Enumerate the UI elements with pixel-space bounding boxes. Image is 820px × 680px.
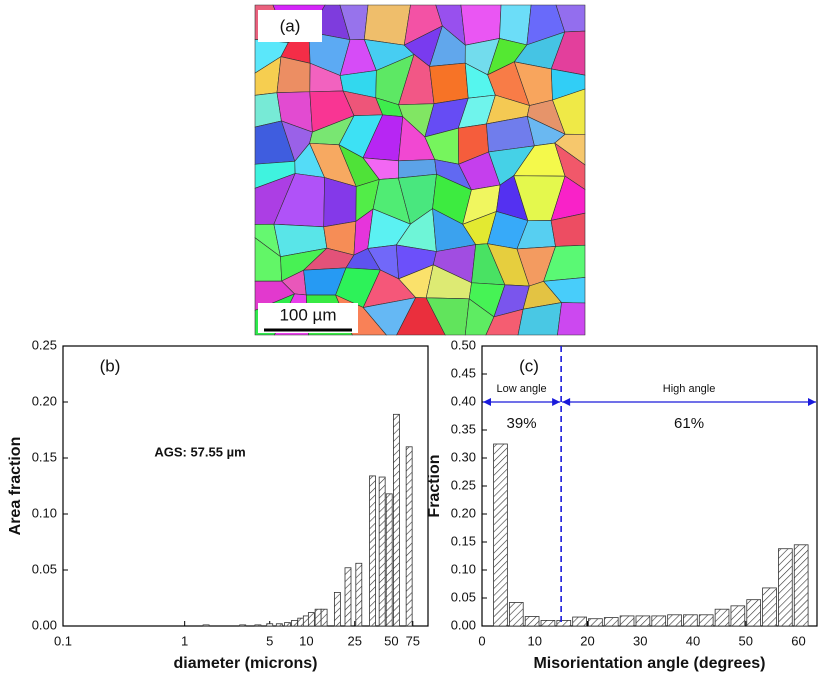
bar xyxy=(730,605,746,627)
y-axis-title: Area fraction xyxy=(7,437,24,536)
annotation: AGS: 57.55 µm xyxy=(154,444,245,459)
arrow-head xyxy=(483,398,491,406)
bar xyxy=(385,493,393,627)
bar xyxy=(275,623,283,627)
bar xyxy=(603,617,619,627)
grain xyxy=(557,302,586,336)
bar xyxy=(254,624,262,627)
panel-label: (c) xyxy=(519,356,539,375)
y-tick-label: 0.10 xyxy=(451,561,476,576)
x-tick-label: 1 xyxy=(181,633,188,648)
low-pct: 39% xyxy=(507,415,537,432)
y-tick-label: 0.10 xyxy=(32,505,57,520)
x-tick-label: 30 xyxy=(633,633,647,648)
arrow-head xyxy=(808,398,816,406)
bar xyxy=(667,614,682,627)
x-axis-title: diameter (microns) xyxy=(173,655,317,672)
x-tick-label: 20 xyxy=(580,633,594,648)
bar xyxy=(314,608,322,627)
panel-label: (a) xyxy=(280,16,301,35)
grain xyxy=(429,62,469,105)
ebsd-map xyxy=(254,4,586,336)
y-tick-label: 0.45 xyxy=(451,365,476,380)
high-pct: 61% xyxy=(674,415,704,432)
y-tick-label: 0.15 xyxy=(451,533,476,548)
bar xyxy=(651,615,667,627)
bar xyxy=(793,544,809,627)
panel-label: (b) xyxy=(100,356,121,375)
label-box xyxy=(258,10,322,42)
bar xyxy=(266,623,274,627)
scale-box xyxy=(258,303,358,333)
bar xyxy=(508,602,524,627)
x-axis-title: Misorientation angle (degrees) xyxy=(533,655,765,672)
bar xyxy=(405,446,413,627)
bar xyxy=(572,616,587,627)
x-tick-label: 25 xyxy=(348,633,362,648)
bar xyxy=(284,622,291,627)
bar xyxy=(320,608,328,627)
grain xyxy=(276,56,311,94)
bar xyxy=(714,608,730,627)
bar xyxy=(378,476,386,627)
low-label: Low angle xyxy=(496,383,546,395)
bar xyxy=(333,592,341,627)
x-tick-label: 60 xyxy=(791,633,805,648)
grain xyxy=(499,4,532,46)
bar xyxy=(493,443,508,627)
y-tick-label: 0.00 xyxy=(32,617,57,632)
y-axis-title: Fraction xyxy=(426,454,443,517)
bar xyxy=(588,618,603,627)
grain xyxy=(363,4,411,46)
bar xyxy=(762,587,777,627)
x-tick-label: 75 xyxy=(406,633,420,648)
bar xyxy=(291,620,298,627)
y-tick-label: 0.40 xyxy=(451,393,476,408)
y-tick-label: 0.20 xyxy=(32,393,57,408)
high-label: High angle xyxy=(663,383,716,395)
y-tick-label: 0.00 xyxy=(451,617,476,632)
bar xyxy=(202,624,210,627)
y-tick-label: 0.30 xyxy=(451,449,476,464)
bar xyxy=(524,616,540,627)
x-tick-label: 5 xyxy=(266,633,273,648)
x-tick-label: 10 xyxy=(528,633,542,648)
x-tick-label: 0.1 xyxy=(54,633,72,648)
bar xyxy=(683,614,698,627)
bar xyxy=(635,615,651,627)
bar xyxy=(344,567,352,627)
scale-bar-label: 100 µm xyxy=(279,305,336,324)
bar xyxy=(746,599,762,627)
x-tick-label: 40 xyxy=(686,633,700,648)
bar xyxy=(556,620,572,627)
bar xyxy=(355,562,363,627)
y-tick-label: 0.15 xyxy=(32,449,57,464)
bar xyxy=(369,475,376,627)
bar xyxy=(540,620,556,627)
y-tick-label: 0.05 xyxy=(451,589,476,604)
bar xyxy=(619,615,635,627)
x-tick-label: 50 xyxy=(384,633,398,648)
bar xyxy=(393,413,400,627)
x-tick-label: 50 xyxy=(739,633,753,648)
y-tick-label: 0.05 xyxy=(32,561,57,576)
y-tick-label: 0.25 xyxy=(451,477,476,492)
arrow-head xyxy=(562,398,571,406)
y-tick-label: 0.50 xyxy=(451,337,476,352)
bar xyxy=(239,624,247,627)
x-tick-label: 10 xyxy=(299,633,313,648)
y-tick-label: 0.20 xyxy=(451,505,476,520)
bar xyxy=(307,612,315,627)
y-tick-label: 0.35 xyxy=(451,421,476,436)
bar xyxy=(698,614,714,627)
x-tick-label: 0 xyxy=(478,633,485,648)
bar xyxy=(778,548,793,627)
bar xyxy=(297,617,305,627)
grain xyxy=(323,177,357,228)
arrow-head xyxy=(552,398,561,406)
y-tick-label: 0.25 xyxy=(32,337,57,352)
